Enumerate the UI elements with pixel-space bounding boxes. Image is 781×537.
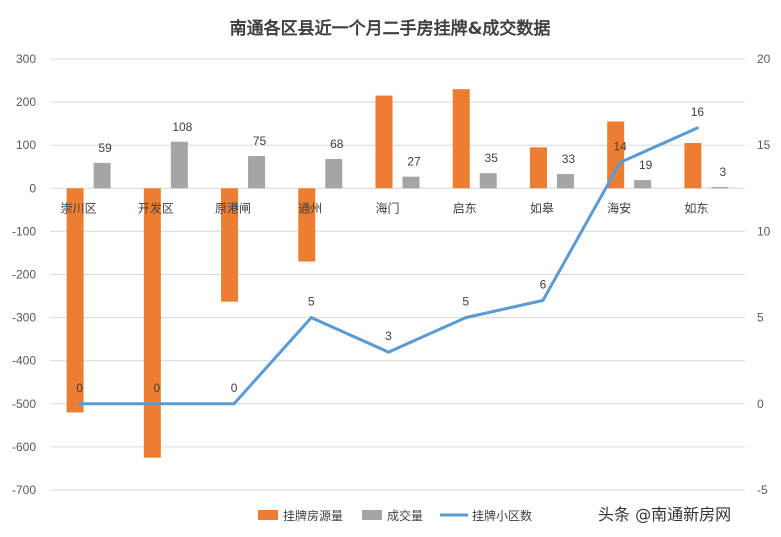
communities-point: [618, 160, 622, 164]
communities-point: [309, 316, 313, 320]
category-label: 开发区: [138, 200, 174, 215]
legend-label-listings: 挂牌房源量: [283, 508, 343, 523]
left-tick-label: -400: [12, 354, 36, 368]
deal-bar: [325, 158, 343, 189]
deal-bar: [402, 176, 420, 189]
communities-point: [78, 402, 82, 406]
deal-data-label: 75: [253, 134, 267, 148]
listing-bar: [607, 121, 625, 189]
right-tick-label: -5: [757, 483, 768, 497]
right-tick-label: 20: [757, 52, 771, 66]
communities-data-label: 0: [153, 381, 160, 395]
left-tick-label: 200: [16, 95, 36, 109]
deal-data-label: 59: [98, 141, 112, 155]
deal-bar: [479, 173, 497, 189]
communities-point: [387, 350, 390, 354]
legend-swatch-deals: [362, 510, 382, 520]
listing-bar: [143, 188, 161, 458]
right-tick-label: 5: [757, 311, 764, 325]
communities-point: [695, 126, 699, 130]
left-tick-label: -100: [12, 224, 36, 238]
right-tick-label: 0: [757, 397, 764, 411]
category-label: 海安: [607, 200, 631, 215]
right-y-axis: 20 15 10 5 0 -5: [757, 52, 771, 497]
communities-data-label: 3: [385, 329, 392, 343]
deal-bar: [556, 174, 574, 189]
legend-label-communities: 挂牌小区数: [472, 508, 532, 523]
communities-data-label: 14: [613, 139, 627, 153]
deal-bar: [711, 187, 729, 189]
category-label: 如皋: [530, 200, 554, 215]
left-tick-label: -200: [12, 268, 36, 282]
category-label: 崇川区: [61, 201, 97, 215]
left-tick-label: -700: [12, 483, 36, 497]
deal-data-label: 19: [639, 158, 653, 172]
left-y-axis: 300 200 100 0 -100 -200 -300 -400 -500 -600 -700: [12, 52, 36, 497]
communities-point: [541, 298, 545, 302]
left-tick-label: -500: [12, 397, 36, 411]
deal-data-label: 35: [485, 151, 499, 165]
legend: 挂牌房源量 成交量 挂牌小区数: [258, 508, 532, 523]
category-label: 海门: [375, 200, 399, 215]
chart-title: 南通各区县近一个月二手房挂牌&成交数据: [230, 18, 551, 39]
listing-bar: [375, 95, 393, 189]
deal-bar: [248, 155, 266, 189]
communities-point: [232, 402, 236, 406]
communities-data-label: 5: [462, 295, 469, 309]
deal-data-label: 3: [720, 165, 727, 179]
communities-data-label: 6: [540, 277, 547, 291]
legend-swatch-listings: [258, 510, 278, 520]
communities-point: [464, 316, 468, 320]
left-tick-label: -600: [12, 440, 36, 454]
listing-bar: [452, 89, 470, 189]
communities-point: [155, 402, 159, 406]
listing-bar: [221, 188, 239, 302]
deal-bar: [93, 162, 111, 189]
category-labels: 崇川区 开发区 原港闸 通州 海门 启东 如皋 海安 如东: [61, 200, 709, 215]
communities-data-label: 0: [76, 381, 83, 395]
listing-bar: [529, 147, 547, 189]
category-label: 原港闸: [215, 201, 251, 215]
deal-data-label: 68: [330, 137, 344, 151]
deal-data-label: 33: [562, 152, 576, 166]
deal-bar: [170, 141, 188, 189]
communities-data-label: 16: [691, 105, 705, 119]
bars: [66, 89, 729, 458]
listing-bar: [684, 143, 702, 189]
left-tick-label: 100: [16, 138, 36, 152]
left-tick-label: 300: [16, 52, 36, 66]
right-tick-label: 15: [757, 138, 771, 152]
deal-bar: [634, 180, 652, 189]
communities-data-label: 0: [231, 381, 238, 395]
listing-bar: [66, 188, 84, 413]
category-label: 如东: [684, 200, 708, 215]
category-label: 通州: [298, 201, 322, 215]
gridlines: [50, 58, 745, 491]
legend-label-deals: 成交量: [387, 508, 423, 523]
watermark: 头条 @南通新房网: [598, 505, 731, 524]
deal-data-label: 108: [172, 120, 192, 134]
deal-data-label: 27: [407, 155, 421, 169]
left-tick-label: -300: [12, 311, 36, 325]
category-label: 启东: [453, 201, 477, 215]
listing-bar: [298, 188, 316, 262]
left-tick-label: 0: [29, 181, 36, 195]
line-series: [78, 126, 699, 406]
communities-data-label: 5: [308, 295, 315, 309]
right-tick-label: 10: [757, 224, 771, 238]
